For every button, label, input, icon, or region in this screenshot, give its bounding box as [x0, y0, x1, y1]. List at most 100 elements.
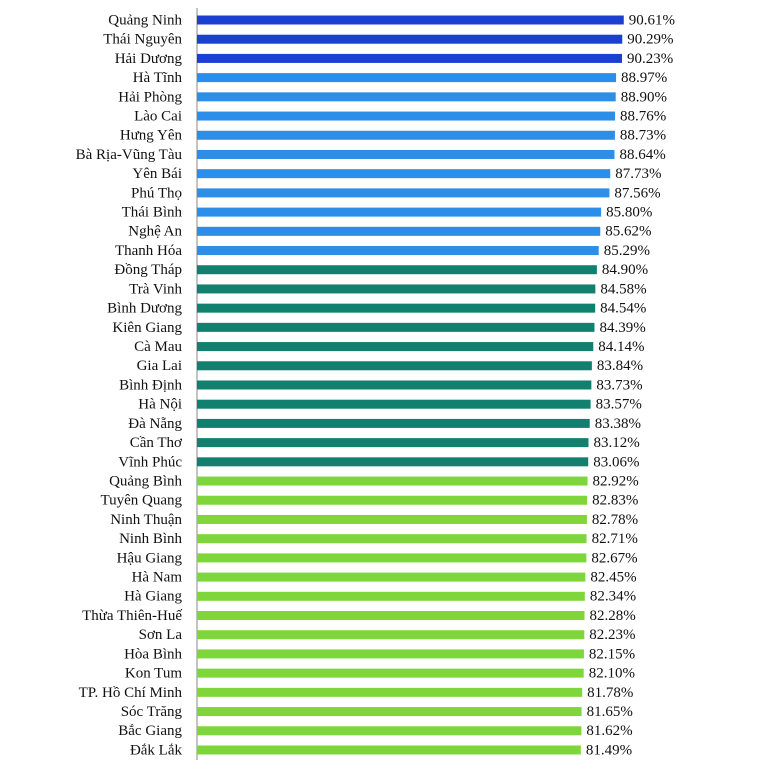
- bar: [197, 246, 599, 256]
- bar: [197, 514, 587, 524]
- category-label: Cần Thơ: [130, 435, 183, 451]
- value-label: 82.78%: [592, 512, 638, 528]
- category-label: Bình Dương: [107, 301, 182, 317]
- value-label: 83.12%: [593, 435, 639, 451]
- category-label: Đà Nẵng: [128, 416, 182, 432]
- value-label: 87.56%: [614, 185, 660, 201]
- bar: [197, 745, 581, 755]
- value-label: 82.83%: [592, 493, 638, 509]
- bar: [197, 73, 617, 83]
- value-label: 87.73%: [615, 166, 661, 182]
- category-label: Gia Lai: [137, 358, 182, 374]
- bar: [197, 188, 610, 198]
- bar: [197, 553, 587, 563]
- bar: [197, 438, 589, 448]
- bar: [197, 380, 592, 390]
- bar: [197, 457, 589, 467]
- bar: [197, 322, 595, 332]
- category-label: Sóc Trăng: [121, 704, 183, 720]
- bar: [197, 303, 596, 313]
- bar: [197, 207, 602, 217]
- category-label: Hà Nội: [138, 397, 182, 413]
- value-label: 90.29%: [627, 32, 673, 48]
- value-label: 82.67%: [591, 550, 637, 566]
- value-label: 81.49%: [586, 742, 632, 758]
- bar: [197, 265, 597, 275]
- value-label: 90.23%: [627, 51, 673, 67]
- bar: [197, 668, 584, 678]
- bar: [197, 611, 585, 621]
- bar: [197, 726, 582, 736]
- value-label: 82.10%: [589, 666, 635, 682]
- category-label: Sơn La: [139, 627, 183, 643]
- bar: [197, 342, 594, 352]
- category-label: Hà Tĩnh: [133, 70, 183, 86]
- bar: [197, 149, 615, 159]
- category-label: Nghệ An: [128, 224, 182, 240]
- category-label: Thái Bình: [122, 205, 183, 221]
- value-label: 88.76%: [620, 108, 666, 124]
- value-label: 84.58%: [600, 281, 646, 297]
- value-label: 82.92%: [593, 473, 639, 489]
- value-label: 83.06%: [593, 454, 639, 470]
- value-label: 81.65%: [587, 704, 633, 720]
- value-label: 84.39%: [599, 320, 645, 336]
- category-label: Hà Nam: [132, 570, 183, 586]
- value-label: 82.71%: [592, 531, 638, 547]
- category-label: Tuyên Quang: [100, 493, 182, 509]
- category-label: Thừa Thiên-Huế: [82, 608, 182, 624]
- bar: [197, 649, 584, 659]
- value-label: 82.34%: [590, 589, 636, 605]
- value-label: 85.29%: [604, 243, 650, 259]
- value-label: 88.64%: [619, 147, 665, 163]
- bar: [197, 111, 616, 121]
- value-label: 84.54%: [600, 301, 646, 317]
- bar: [197, 707, 582, 717]
- category-label: Bà Rịa-Vũng Tàu: [76, 147, 183, 163]
- bar: [197, 130, 615, 140]
- value-label: 82.15%: [589, 646, 635, 662]
- value-label: 83.73%: [596, 377, 642, 393]
- category-label: Trà Vinh: [129, 281, 182, 297]
- value-label: 85.80%: [606, 205, 652, 221]
- category-label: Lào Cai: [134, 108, 182, 124]
- value-label: 88.90%: [621, 89, 667, 105]
- value-label: 90.61%: [629, 12, 675, 28]
- bar: [197, 630, 585, 640]
- value-label: 88.97%: [621, 70, 667, 86]
- value-label: 83.57%: [596, 397, 642, 413]
- bar: [197, 399, 591, 409]
- bar: [197, 15, 624, 25]
- category-label: Yên Bái: [132, 166, 182, 182]
- category-label: Hưng Yên: [120, 128, 183, 144]
- category-label: Thanh Hóa: [115, 243, 182, 259]
- bar: [197, 361, 592, 371]
- bar: [197, 572, 586, 582]
- value-label: 85.62%: [605, 224, 651, 240]
- value-label: 84.14%: [598, 339, 644, 355]
- category-label: TP. Hồ Chí Minh: [79, 685, 183, 701]
- bar: [197, 34, 623, 44]
- bar: [197, 591, 585, 601]
- bar: [197, 495, 588, 505]
- bar: [197, 284, 596, 294]
- bar: [197, 534, 587, 544]
- category-label: Bình Định: [119, 377, 182, 393]
- bar: [197, 92, 616, 102]
- value-label: 88.73%: [620, 128, 666, 144]
- value-label: 82.23%: [589, 627, 635, 643]
- category-label: Ninh Thuận: [110, 512, 182, 528]
- value-label: 81.62%: [586, 723, 632, 739]
- value-label: 81.78%: [587, 685, 633, 701]
- category-label: Kiên Giang: [112, 320, 182, 336]
- value-label: 83.38%: [595, 416, 641, 432]
- bar: [197, 476, 588, 486]
- category-label: Ninh Bình: [119, 531, 182, 547]
- category-label: Hải Phòng: [118, 89, 182, 105]
- category-label: Quảng Bình: [109, 473, 182, 489]
- value-label: 82.28%: [590, 608, 636, 624]
- category-label: Hà Giang: [124, 589, 182, 605]
- category-label: Phú Thọ: [131, 185, 182, 201]
- category-label: Quảng Ninh: [108, 12, 182, 28]
